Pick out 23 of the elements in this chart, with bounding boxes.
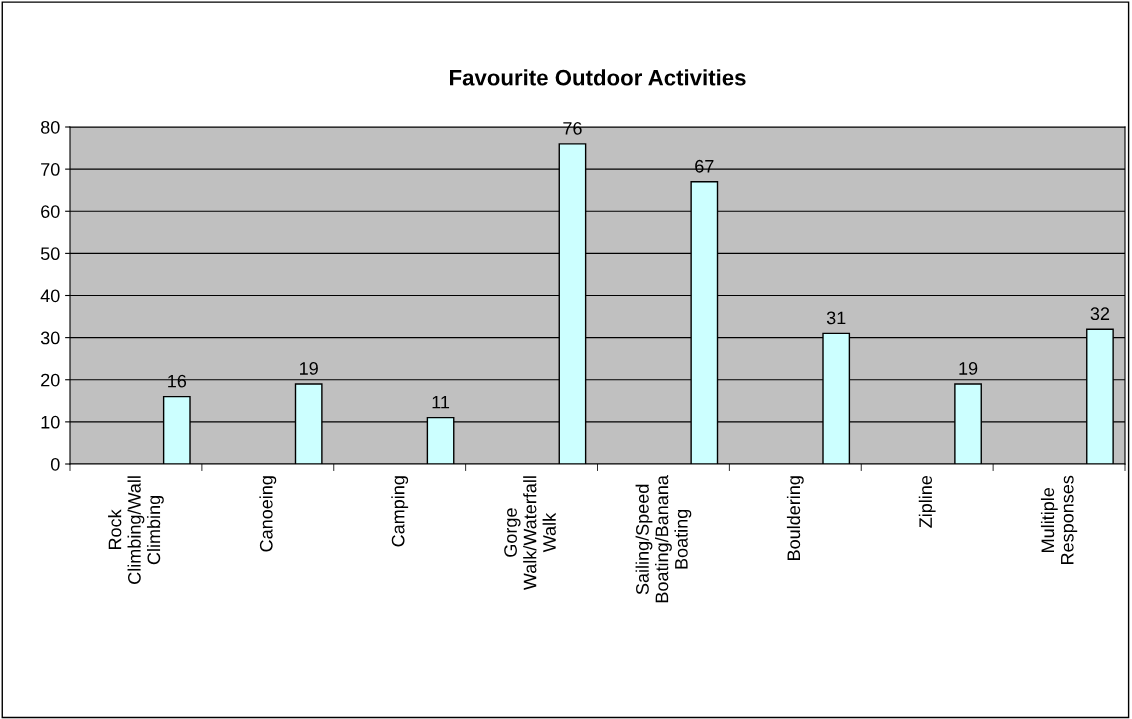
y-tick-label: 30 (40, 331, 60, 345)
x-tick-label: Sailing/Speed Boating/Banana Boating (635, 475, 692, 603)
y-tick-label: 20 (41, 373, 60, 387)
data-label: 19 (959, 362, 978, 375)
y-tick-label: 10 (41, 415, 60, 429)
x-tick-label: Gorge Walk/Waterfall Walk (504, 476, 556, 591)
y-tick-label: 60 (41, 205, 60, 218)
y-tick-label: 0 (50, 457, 60, 471)
x-tick-label: Camping (391, 476, 409, 547)
data-label: 31 (826, 311, 846, 325)
x-tick-label: Mulitiple Responses (1040, 475, 1078, 564)
chart-title: Favourite Outdoor Activities (450, 69, 746, 86)
y-tick-label: 70 (41, 163, 60, 176)
x-tick-label: Bouldering (786, 476, 804, 560)
x-tick-label: Zipline (918, 475, 936, 528)
y-tick-label: 40 (40, 289, 60, 303)
x-tick-label: Canoeing (259, 476, 277, 552)
x-tick-label: Rock Climbing/Wall Climbing (108, 476, 164, 584)
data-label: 11 (432, 395, 450, 409)
y-tick-label: 50 (40, 247, 60, 261)
data-label: 32 (1090, 307, 1110, 321)
data-label: 19 (300, 362, 318, 375)
y-tick-label: 80 (40, 120, 60, 134)
